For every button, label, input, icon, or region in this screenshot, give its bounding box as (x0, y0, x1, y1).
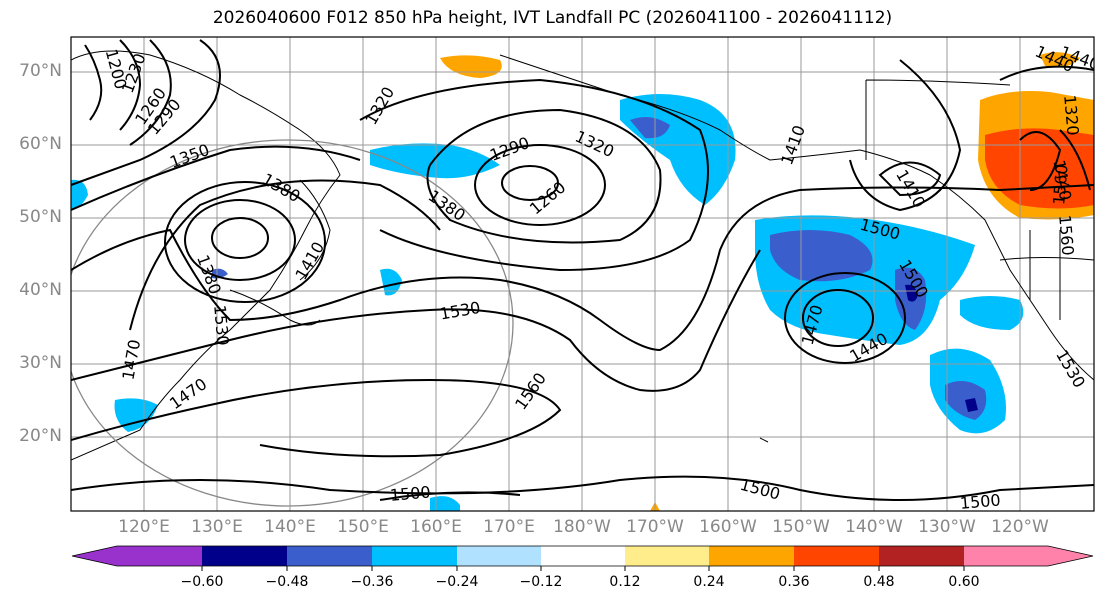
colorbar-segment (794, 546, 879, 566)
ivt-negative-shading (71, 94, 1024, 511)
lon-label: 130°E (191, 517, 243, 537)
colorbar-tick-label: −0.48 (265, 574, 309, 590)
colorbar-segment (879, 546, 964, 566)
colorbar-segment (117, 546, 202, 566)
colorbar-tick-label: −0.36 (350, 574, 394, 590)
lon-label: 180°W (553, 517, 611, 537)
height-contours (71, 39, 1094, 501)
colorbar-extend-low (72, 546, 117, 566)
lon-label: 120°W (991, 517, 1049, 537)
range-circle (71, 139, 514, 507)
colorbar-segment (964, 546, 1048, 566)
colorbar-tick-label: −0.60 (180, 574, 224, 590)
map-frame (70, 36, 1095, 512)
lon-label: 140°E (264, 517, 316, 537)
graticule (71, 37, 1094, 511)
lon-label: 170°W (626, 517, 684, 537)
map-title: 2026040600 F012 850 hPa height, IVT Land… (212, 8, 893, 28)
lon-label: 160°W (699, 517, 757, 537)
colorbar-tick-label: 0.60 (948, 574, 980, 590)
lon-label: 120°E (118, 517, 170, 537)
colorbar-tick-label: −0.24 (435, 574, 479, 590)
colorbar-segment (457, 546, 541, 566)
colorbar-segment (202, 546, 287, 566)
colorbar-segment (287, 546, 372, 566)
lat-label: 70°N (19, 61, 62, 81)
lat-label: 40°N (19, 280, 62, 300)
contour-label: 1530 (210, 304, 232, 346)
lat-label: 50°N (19, 207, 62, 227)
lon-label: 150°E (337, 517, 389, 537)
contour-label: 1320 (1060, 94, 1082, 136)
colorbar-tick-label: 0.36 (778, 574, 810, 590)
contour-label: 1560 (1055, 214, 1077, 256)
colorbar (71, 545, 1094, 571)
colorbar-tick-label: 0.24 (693, 574, 725, 590)
lat-label: 60°N (19, 134, 62, 154)
lon-label: 150°W (772, 517, 830, 537)
colorbar-segment (709, 546, 794, 566)
colorbar-tick-label: −0.12 (519, 574, 563, 590)
colorbar-tick-label: 0.12 (609, 574, 641, 590)
lon-label: 130°W (918, 517, 976, 537)
colorbar-segment (372, 546, 457, 566)
colorbar-tick-label: 0.48 (863, 574, 895, 590)
lat-label: 30°N (19, 353, 62, 373)
colorbar-segment (625, 546, 709, 566)
lon-label: 160°E (410, 517, 462, 537)
colorbar-segment (541, 546, 625, 566)
contour-label: 1500 (959, 490, 1001, 512)
contour-label: 1560 (1049, 164, 1071, 206)
lon-label: 140°W (845, 517, 903, 537)
colorbar-extend-high (1048, 546, 1093, 566)
lon-label: 170°E (483, 517, 535, 537)
lat-label: 20°N (19, 426, 62, 446)
contour-label: 1500 (389, 482, 431, 504)
